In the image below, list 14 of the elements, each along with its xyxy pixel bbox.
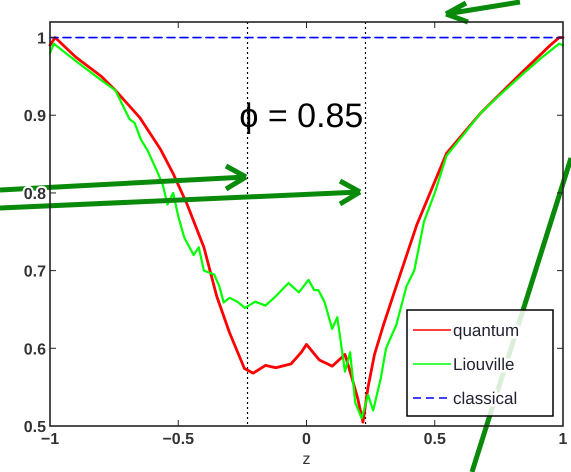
x-tick-label: −0.5 [162,431,194,448]
x-axis-title: z [302,451,310,468]
y-tick-label: 0.7 [24,264,46,281]
x-tick-label: 1 [558,431,568,448]
legend-label: quantum [453,321,520,340]
annotation: ϕ = 0.85 [239,97,364,135]
x-tick-label: 0 [302,431,312,448]
y-tick-label: 0.6 [24,341,46,358]
y-tick-label: 0.8 [24,186,46,203]
x-tick-label: 0.5 [424,431,446,448]
y-tick-label: 0.9 [24,108,46,126]
y-tick-label: 1 [37,30,46,48]
legend-label: classical [453,389,518,408]
legend-label: Liouville [453,355,514,374]
